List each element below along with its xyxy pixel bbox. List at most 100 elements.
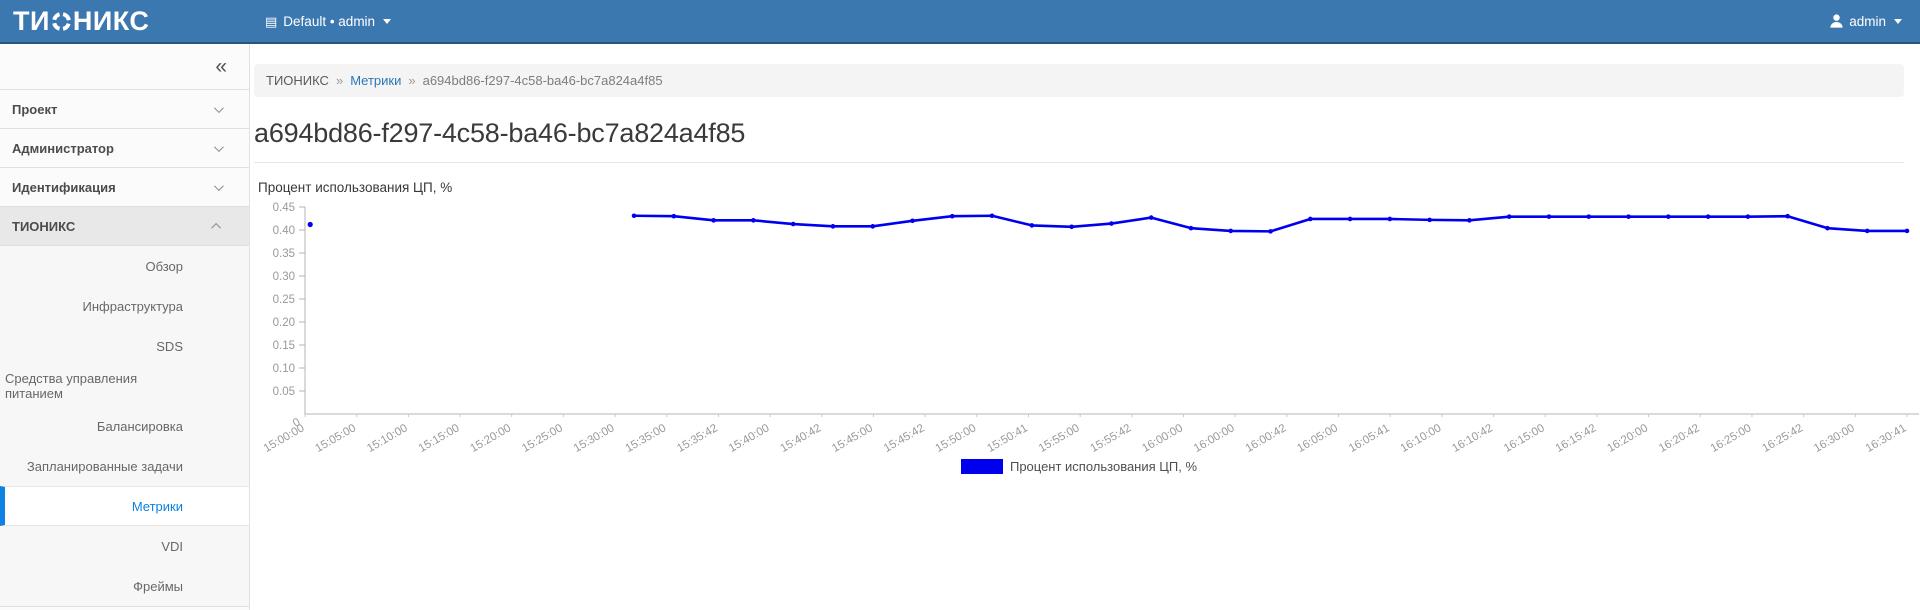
data-point bbox=[830, 224, 836, 229]
x-tick-label: 15:50:00 bbox=[934, 422, 979, 455]
data-point bbox=[1427, 217, 1432, 223]
x-tick-label: 16:10:42 bbox=[1450, 422, 1495, 455]
data-point bbox=[1626, 214, 1631, 219]
cpu-usage-line bbox=[634, 214, 1907, 233]
sidebar-section-label: Администратор bbox=[12, 140, 114, 156]
x-tick-label: 15:35:42 bbox=[675, 422, 720, 455]
x-tick-label: 16:30:41 bbox=[1864, 422, 1909, 455]
logo-swirl-o-icon bbox=[49, 9, 74, 33]
y-tick-label: 0.10 bbox=[273, 363, 295, 375]
x-tick-label: 15:10:00 bbox=[365, 422, 410, 455]
y-tick-label: 0.35 bbox=[273, 248, 295, 260]
caret-down-icon bbox=[383, 18, 392, 24]
sidebar-item-Запланированные задачи[interactable]: Запланированные задачи bbox=[26, 458, 183, 474]
data-point bbox=[671, 213, 677, 219]
data-point bbox=[1029, 223, 1035, 228]
sidebar-section-Идентификация[interactable]: Идентификация bbox=[0, 168, 249, 207]
user-name: admin bbox=[1849, 13, 1886, 29]
chart-legend: Процент использования ЦП, % bbox=[254, 459, 1904, 474]
chevron-down-icon bbox=[213, 180, 224, 191]
data-point bbox=[1586, 214, 1592, 219]
logo-text-prefix: ТИ bbox=[13, 5, 50, 36]
breadcrumb-separator: » bbox=[408, 73, 416, 88]
data-point bbox=[870, 224, 876, 229]
x-tick-label: 15:40:00 bbox=[727, 422, 772, 455]
y-tick-label: 0.45 bbox=[273, 202, 295, 214]
sidebar-section-Проект[interactable]: Проект bbox=[0, 90, 249, 129]
sidebar-section-label: ТИОНИКС bbox=[12, 218, 76, 234]
x-tick-label: 16:00:00 bbox=[1140, 422, 1185, 455]
title-divider bbox=[254, 162, 1904, 163]
top-navbar: ТИ НИКС ▤ Default • admin admin bbox=[0, 0, 1920, 44]
x-tick-label: 15:20:00 bbox=[468, 422, 513, 455]
caret-down-icon bbox=[1894, 18, 1902, 24]
x-tick-label: 15:00:00 bbox=[262, 422, 307, 455]
logo-text-suffix: НИКС bbox=[72, 5, 150, 36]
sidebar-header: « bbox=[0, 44, 249, 90]
x-tick-label: 16:25:42 bbox=[1760, 422, 1805, 455]
sidebar-section-ТИОНИКС[interactable]: ТИОНИКС bbox=[0, 207, 249, 246]
data-point bbox=[1148, 215, 1154, 220]
y-tick-label: 0.30 bbox=[273, 271, 295, 283]
chevron-up-icon bbox=[211, 222, 222, 233]
data-point bbox=[1785, 213, 1790, 219]
sidebar-item-Балансировка[interactable]: Балансировка bbox=[96, 418, 183, 434]
breadcrumb: ТИОНИКС » Метрики » a694bd86-f297-4c58-ba46-… bbox=[254, 64, 1904, 97]
sidebar-collapse-button[interactable]: « bbox=[215, 55, 227, 78]
sidebar-section-Администратор[interactable]: Администратор bbox=[0, 129, 249, 168]
data-point bbox=[949, 213, 955, 219]
data-point bbox=[1228, 228, 1234, 234]
breadcrumb-separator: » bbox=[335, 73, 344, 88]
x-tick-label: 16:30:00 bbox=[1812, 422, 1857, 455]
x-tick-label: 15:30:00 bbox=[572, 422, 617, 455]
data-point bbox=[1825, 225, 1830, 231]
y-tick-label: 0.20 bbox=[273, 317, 295, 329]
sidebar-item-Метрики[interactable]: Метрики bbox=[0, 486, 249, 526]
data-point bbox=[631, 213, 637, 219]
chevron-down-icon bbox=[213, 141, 224, 152]
data-point bbox=[1347, 216, 1353, 222]
data-point bbox=[1109, 221, 1114, 226]
chart-title: Процент использования ЦП, % bbox=[258, 180, 453, 195]
breadcrumb-item-2[interactable]: Метрики bbox=[350, 73, 402, 88]
x-tick-label: 15:55:00 bbox=[1037, 422, 1082, 455]
breadcrumb-item-3: a694bd86-f297-4c58-ba46-bc7a824a4f85 bbox=[422, 73, 663, 88]
x-tick-label: 15:45:00 bbox=[830, 422, 875, 455]
data-point bbox=[711, 218, 716, 223]
x-tick-label: 15:40:42 bbox=[779, 422, 824, 455]
data-point bbox=[1069, 224, 1074, 230]
sidebar-subitems: Обзор Инфраструктура SDS Средства управлени… bbox=[0, 246, 249, 607]
legend-color-swatch bbox=[960, 459, 1003, 474]
data-point bbox=[1864, 228, 1870, 234]
chevron-down-icon bbox=[213, 102, 224, 113]
x-tick-label: 16:20:42 bbox=[1657, 422, 1702, 455]
main-content: ТИОНИКС » Метрики » a694bd86-f297-4c58-ba46-… bbox=[250, 44, 1920, 610]
context-label: Default • admin bbox=[283, 13, 376, 29]
sidebar-item-VDI[interactable]: VDI bbox=[161, 538, 183, 554]
x-tick-label: 15:15:00 bbox=[417, 422, 462, 455]
x-tick-label: 16:00:00 bbox=[1192, 422, 1237, 455]
cpu-usage-line-chart: 0.050.100.150.200.250.300.350.400.45015:… bbox=[262, 202, 1919, 455]
logo[interactable]: ТИ НИКС bbox=[0, 6, 250, 37]
data-point bbox=[1467, 218, 1472, 223]
y-tick-label: 0.05 bbox=[273, 386, 295, 398]
x-tick-label: 16:05:41 bbox=[1347, 422, 1392, 455]
data-point bbox=[1546, 214, 1552, 219]
project-context-switcher[interactable]: ▤ Default • admin bbox=[265, 13, 392, 29]
breadcrumb-item-1: ТИОНИКС bbox=[266, 73, 329, 88]
data-point bbox=[989, 213, 995, 219]
x-tick-label: 15:05:00 bbox=[313, 422, 358, 455]
sidebar-item-SDS[interactable]: SDS bbox=[156, 338, 183, 354]
sidebar-section-label: Идентификация bbox=[12, 179, 116, 195]
data-point bbox=[1506, 214, 1512, 219]
sidebar-item-Средства управления питанием[interactable]: Средства управления питанием bbox=[5, 371, 138, 401]
sidebar-item-Инфраструктура[interactable]: Инфраструктура bbox=[82, 298, 183, 314]
data-point bbox=[1745, 214, 1751, 219]
sidebar-item-Обзор[interactable]: Обзор bbox=[145, 258, 183, 274]
data-point bbox=[910, 218, 915, 224]
x-tick-label: 16:25:00 bbox=[1709, 422, 1754, 455]
x-tick-label: 15:45:42 bbox=[882, 422, 927, 455]
data-point bbox=[1188, 225, 1194, 231]
user-menu[interactable]: admin bbox=[1830, 14, 1902, 29]
sidebar-item-Фреймы[interactable]: Фреймы bbox=[133, 578, 183, 594]
